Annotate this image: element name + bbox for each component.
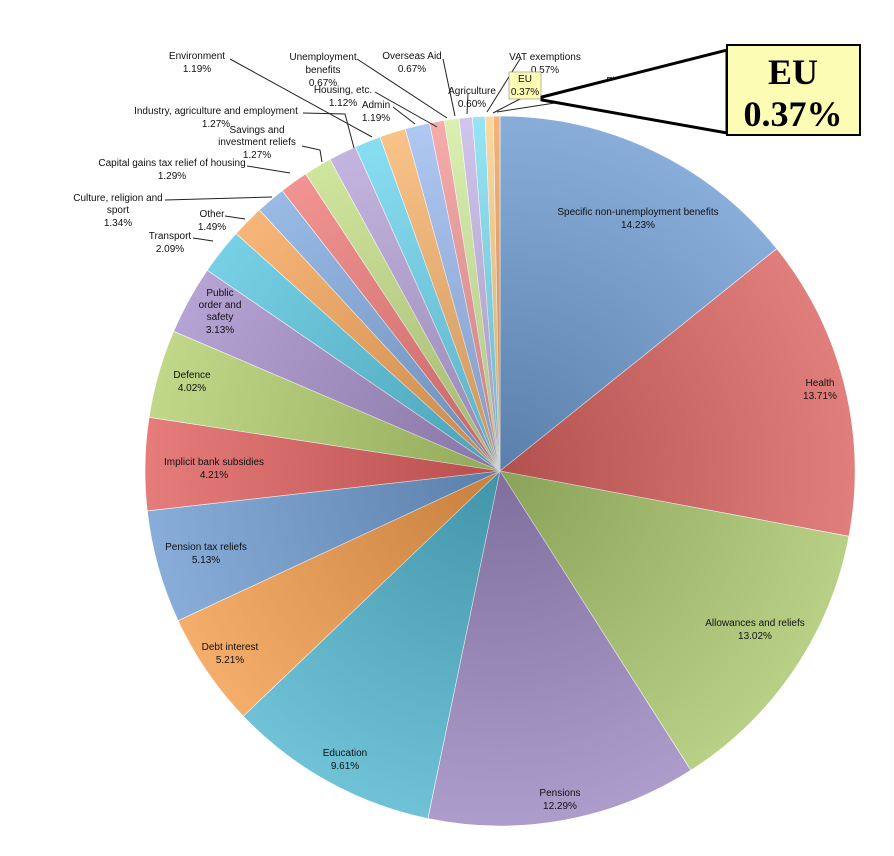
eu-callout-pct: 0.37%: [744, 94, 843, 134]
leader-line-capital-gains-tax-relief-of-housing: [246, 165, 291, 174]
slice-value-transport: 2.09%: [156, 244, 184, 255]
slice-label-capital-gains-tax-relief-of-housing: Capital gains tax relief of housing: [98, 158, 245, 169]
slice-value-agriculture: 0.60%: [458, 99, 486, 110]
slice-value-housing-etc: 1.12%: [329, 98, 357, 109]
slice-label-admin: Admin: [362, 100, 390, 111]
slice-label-debt-interest: Debt interest: [202, 642, 259, 653]
slice-value-unemployment-benefits: 0.67%: [309, 78, 337, 89]
slice-label-agriculture: Agriculture: [448, 86, 496, 97]
slice-value-culture-religion-and-sport: 1.34%: [104, 218, 132, 229]
slice-value-capital-gains-tax-relief-of-housing: 1.29%: [158, 171, 186, 182]
slice-label-specific-non-unemployment-benefits: Specific non-unemployment benefits: [557, 207, 718, 218]
slice-value-vat-exemptions: 0.57%: [531, 65, 559, 76]
slice-value-health: 13.71%: [803, 391, 837, 402]
slice-value-industry-agriculture-and-employment: 1.27%: [202, 119, 230, 130]
leader-line-industry-agriculture-and-employment: [302, 112, 355, 149]
slice-label-culture-religion-and-sport-line-1: Culture, religion and: [73, 193, 163, 204]
slice-label-pension-tax-reliefs: Pension tax reliefs: [165, 542, 247, 553]
leader-line-overseas-aid: [442, 58, 456, 117]
slice-label-industry-agriculture-and-employment: Industry, agriculture and employment: [134, 106, 298, 117]
slice-value-implicit-bank-subsidies: 4.21%: [200, 470, 228, 481]
leader-line-other: [224, 215, 246, 220]
slice-label-transport: Transport: [149, 231, 192, 242]
label-box-eu: [508, 71, 542, 100]
slice-value-education: 9.61%: [331, 761, 359, 772]
leader-line-transport: [192, 237, 214, 242]
leader-line-vat-exemptions: [486, 58, 521, 113]
slice-value-public-order-and-safety: 3.13%: [206, 325, 234, 336]
slice-value-allowances-and-reliefs: 13.02%: [738, 631, 772, 642]
leader-line-admin: [392, 106, 416, 125]
slice-label-vat-exemptions: VAT exemptions: [509, 52, 581, 63]
leader-line-housing-etc: [374, 91, 438, 128]
slice-value-admin: 1.19%: [362, 113, 390, 124]
slice-label-unemployment-benefits-line-1: Unemployment: [289, 52, 356, 63]
leader-line-unemployment-benefits: [356, 58, 448, 119]
slice-label-environment: Environment: [169, 51, 225, 62]
slice-label-overseas-aid: Overseas Aid: [382, 51, 441, 62]
slice-label-savings-and-investment-reliefs-line-1: Savings and: [229, 125, 284, 136]
leader-line-savings-and-investment-reliefs: [301, 145, 323, 163]
slice-label-public-order-and-safety-line-2: order and: [199, 300, 242, 311]
slice-label-allowances-and-reliefs: Allowances and reliefs: [705, 618, 805, 629]
leader-line-eu: [492, 97, 523, 114]
slice-label-other: Other: [199, 209, 225, 220]
slice-value-savings-and-investment-reliefs: 1.27%: [243, 150, 271, 161]
slice-value-defence: 4.02%: [178, 383, 206, 394]
slice-label-implicit-bank-subsidies: Implicit bank subsidies: [164, 457, 264, 468]
eu-callout-box: [726, 44, 861, 136]
slice-value-eu: 0.37%: [511, 87, 539, 98]
slice-label-housing-etc: Housing, etc.: [314, 85, 372, 96]
slice-value-debt-interest: 5.21%: [216, 655, 244, 666]
slice-label-defence: Defence: [173, 370, 211, 381]
slice-value-specific-non-unemployment-benefits: 14.23%: [621, 220, 655, 231]
slice-label-public-order-and-safety-line-1: Public: [206, 288, 233, 299]
leader-line-environment: [229, 58, 373, 138]
slice-label-eu: EU: [518, 74, 532, 85]
slice-value-pension-tax-reliefs: 5.13%: [192, 555, 220, 566]
slice-label-savings-and-investment-reliefs-line-2: investment reliefs: [218, 137, 296, 148]
slice-label-public-order-and-safety-line-3: safety: [207, 312, 234, 323]
slice-value-other: 1.49%: [198, 222, 226, 233]
slice-label-health: Health: [806, 378, 835, 389]
slice-value-environment: 1.19%: [183, 64, 211, 75]
leader-line-culture-religion-and-sport: [164, 196, 273, 201]
slice-value-overseas-aid: 0.67%: [398, 64, 426, 75]
eu-callout: EU 0.37%: [540, 44, 861, 136]
slice-label-culture-religion-and-sport-line-2: sport: [107, 205, 129, 216]
slice-label-pensions: Pensions: [539, 788, 580, 799]
eu-callout-name: EU: [768, 52, 818, 92]
slice-value-pensions: 12.29%: [543, 801, 577, 812]
leader-line-agriculture: [466, 93, 469, 115]
slice-label-education: Education: [323, 748, 367, 759]
slice-label-unemployment-benefits-line-2: benefits: [305, 65, 340, 76]
